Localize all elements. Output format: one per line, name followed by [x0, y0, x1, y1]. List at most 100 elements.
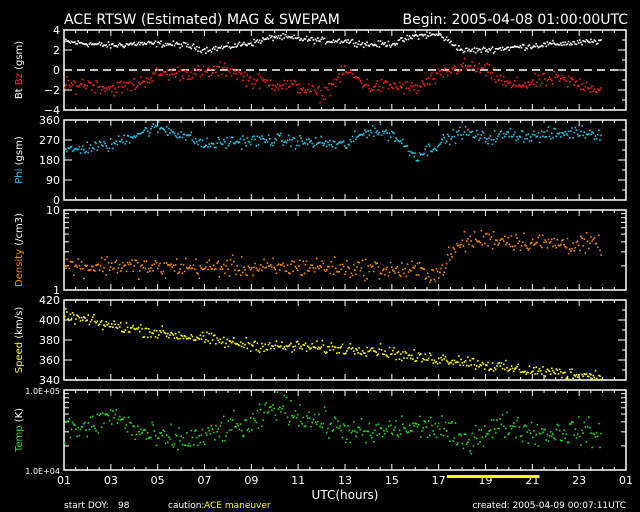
- data-point: [202, 65, 205, 68]
- data-point: [244, 343, 246, 346]
- data-point: [341, 436, 344, 439]
- data-point: [596, 378, 599, 381]
- data-point: [445, 140, 448, 142]
- data-point: [122, 86, 124, 88]
- data-point: [411, 152, 413, 154]
- data-point: [374, 350, 376, 353]
- data-point: [173, 270, 176, 272]
- data-point: [497, 427, 499, 430]
- data-point: [77, 40, 79, 42]
- data-point: [342, 423, 345, 425]
- data-point: [273, 347, 275, 350]
- data-point: [182, 41, 185, 44]
- data-point: [160, 331, 162, 334]
- data-point: [486, 433, 488, 435]
- data-point: [468, 134, 470, 136]
- data-point: [176, 336, 178, 339]
- data-point: [289, 344, 291, 346]
- data-point: [473, 364, 476, 366]
- data-point: [357, 426, 359, 429]
- data-point: [227, 144, 230, 147]
- data-point: [186, 338, 188, 340]
- data-point: [210, 74, 213, 77]
- data-point: [292, 346, 294, 348]
- data-point: [277, 134, 280, 136]
- data-point: [64, 265, 66, 267]
- data-point: [497, 135, 499, 137]
- data-point: [302, 416, 305, 419]
- series-density: [64, 229, 602, 283]
- data-point: [111, 91, 113, 93]
- data-point: [549, 373, 552, 375]
- data-point: [527, 81, 530, 83]
- data-point: [486, 49, 488, 51]
- data-point: [189, 46, 191, 49]
- data-point: [560, 136, 562, 138]
- data-point: [189, 337, 191, 340]
- data-point: [85, 265, 87, 268]
- data-point: [207, 67, 209, 70]
- data-point: [167, 134, 169, 136]
- data-point: [596, 246, 599, 249]
- data-point: [258, 39, 261, 42]
- data-point: [68, 41, 71, 43]
- data-point: [501, 238, 504, 240]
- data-point: [198, 277, 200, 279]
- data-point: [94, 427, 96, 430]
- data-point: [246, 347, 249, 350]
- data-point: [223, 46, 225, 48]
- data-point: [96, 149, 99, 151]
- panel-frame: [63, 209, 627, 291]
- data-point: [544, 136, 546, 138]
- data-point: [161, 273, 163, 275]
- data-point: [589, 373, 591, 375]
- data-point: [582, 40, 584, 42]
- data-point: [454, 422, 457, 424]
- data-point: [382, 130, 384, 133]
- data-point: [239, 341, 242, 343]
- data-point: [519, 249, 522, 252]
- data-point: [83, 316, 85, 318]
- data-point: [111, 43, 113, 46]
- data-point: [598, 129, 600, 131]
- data-point: [384, 350, 386, 352]
- data-point: [120, 321, 122, 324]
- data-point: [416, 262, 419, 265]
- data-point: [599, 139, 601, 141]
- data-point: [270, 264, 272, 266]
- data-point: [77, 315, 79, 317]
- data-point: [243, 266, 245, 268]
- data-point: [364, 279, 366, 282]
- data-point: [523, 371, 525, 373]
- data-point: [378, 348, 381, 350]
- series-bz: [64, 57, 602, 104]
- data-point: [252, 345, 254, 347]
- data-point: [161, 74, 163, 77]
- data-point: [441, 264, 443, 266]
- data-point: [331, 430, 334, 432]
- data-point: [425, 145, 428, 148]
- data-point: [552, 245, 554, 248]
- data-point: [441, 138, 443, 141]
- data-point: [111, 143, 113, 145]
- data-point: [259, 408, 262, 411]
- data-point: [415, 423, 418, 425]
- data-point: [270, 79, 272, 81]
- data-point: [493, 428, 496, 430]
- data-point: [361, 350, 364, 352]
- data-point: [283, 265, 285, 268]
- data-point: [387, 356, 390, 359]
- data-point: [338, 271, 340, 273]
- data-point: [488, 233, 490, 236]
- data-point: [113, 320, 115, 322]
- data-point: [243, 138, 245, 141]
- data-point: [405, 430, 408, 432]
- data-point: [386, 81, 388, 83]
- data-point: [301, 39, 303, 42]
- data-point: [408, 35, 411, 37]
- data-point: [568, 368, 571, 371]
- data-point: [259, 264, 262, 266]
- data-point: [498, 242, 500, 245]
- data-point: [116, 422, 119, 424]
- data-point: [117, 86, 120, 88]
